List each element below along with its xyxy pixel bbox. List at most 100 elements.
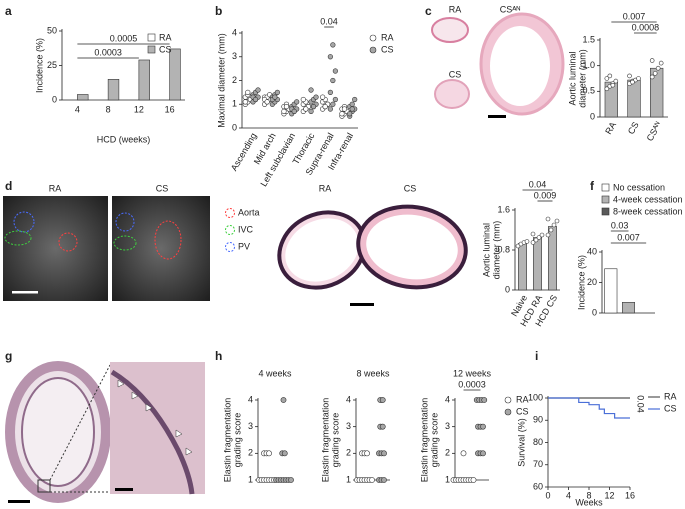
y-tick-label: 40 [587, 246, 597, 256]
ivc-outline [4, 230, 32, 246]
data-point [379, 423, 386, 430]
bar [169, 48, 181, 101]
y-tick-label: 1.6 [497, 204, 510, 214]
x-tick-label: 16 [625, 490, 635, 500]
legend-label: Aorta [238, 207, 260, 217]
p-value: 0.0008 [632, 22, 660, 32]
data-point [460, 450, 467, 457]
histology-c: RA CSᴬᴺ CS [431, 4, 565, 118]
scale-bar [115, 488, 133, 491]
y-tick-label: 1 [445, 474, 450, 484]
y-tick-label: 90 [533, 415, 543, 425]
data-point [330, 77, 336, 84]
zoom-line [49, 364, 111, 481]
y-tick-label: 4 [445, 394, 450, 404]
data-point [280, 397, 287, 403]
image-label: CSᴬᴺ [500, 4, 521, 14]
data-point [320, 94, 326, 100]
y-tick-label: 25 [47, 60, 57, 70]
legend-label: CS [516, 406, 529, 416]
p-value: 0.009 [534, 190, 557, 200]
scale-bar [350, 303, 374, 306]
data-point [245, 89, 251, 95]
y-axis-label: Aortic luminal [481, 223, 491, 277]
x-tick-label: CS [626, 120, 641, 136]
data-point [369, 477, 375, 483]
y-tick-label: 60 [533, 481, 543, 491]
plot-title: 8 weeks [356, 368, 390, 378]
bar [604, 268, 618, 314]
y-tick-label: 1 [248, 474, 253, 484]
ultrasound-cs [112, 196, 210, 301]
y-tick-label: 3 [445, 421, 450, 431]
panel-letter: i [535, 349, 538, 363]
image-label: RA [449, 4, 462, 14]
y-axis-label: Maximal diameter (mm) [216, 33, 226, 128]
data-point [533, 237, 539, 243]
data-point [536, 235, 542, 240]
bar [107, 79, 120, 101]
zoom-box [37, 479, 51, 493]
data-point [327, 106, 333, 112]
data-point [539, 232, 545, 238]
legend-marker [147, 45, 156, 54]
data-point [545, 232, 551, 238]
legend-marker [504, 408, 512, 416]
data-point [554, 218, 560, 224]
y-axis-label: diameter (mm) [577, 49, 587, 108]
data-point [548, 227, 554, 233]
data-point [330, 101, 336, 107]
y-tick-label: 1.0 [582, 60, 595, 70]
data-point [308, 87, 314, 93]
ultrasound-ra [3, 196, 108, 301]
legend-label: No cessation [613, 182, 665, 192]
y-tick-label: 3 [248, 421, 253, 431]
data-point [352, 96, 358, 103]
y-tick-label: 2 [248, 448, 253, 458]
data-point [341, 106, 348, 112]
p-value: 0.04 [320, 16, 338, 26]
legend-marker [147, 33, 156, 42]
x-tick-label: 4 [566, 490, 571, 500]
legend-label: IVC [238, 224, 254, 234]
data-point [281, 450, 288, 457]
data-point [281, 108, 287, 114]
data-point [607, 73, 613, 79]
data-point [470, 477, 477, 483]
data-point [332, 96, 338, 103]
panel-letter: g [5, 349, 12, 363]
legend-label: PV [238, 241, 250, 251]
data-point [604, 86, 610, 92]
data-point [480, 450, 486, 457]
bar [77, 94, 89, 101]
x-tick-label: 4 [75, 104, 80, 114]
x-tick-label: 8 [586, 490, 591, 500]
y-tick-label: 0 [592, 307, 597, 317]
data-point [283, 104, 290, 110]
legend-label: CS [159, 44, 172, 54]
lumen [21, 377, 95, 487]
y-axis-label: Aortic luminal [567, 51, 577, 105]
y-tick-label: 80 [533, 437, 543, 447]
data-point [551, 222, 557, 228]
x-tick-label: 16 [165, 104, 175, 114]
panel-letter: b [215, 4, 222, 18]
data-point [364, 450, 370, 457]
data-point [652, 71, 658, 76]
y-tick-label: 0 [232, 122, 237, 132]
lumen [366, 214, 458, 280]
data-point [288, 477, 294, 483]
aorta-outline [58, 232, 78, 252]
x-axis-label: HCD (weeks) [97, 134, 151, 144]
y-axis-label: Elastin fragmentation [222, 398, 232, 483]
y-tick-label: 4 [346, 394, 351, 404]
legend-label: RA [516, 394, 529, 404]
y-tick-label: 3 [232, 51, 237, 61]
y-axis-label: diameter (mm) [491, 221, 501, 280]
p-value: 0.04 [529, 179, 547, 189]
p-value: 0.0005 [110, 33, 138, 43]
data-point [339, 111, 345, 117]
data-point [294, 99, 300, 105]
panel-letter: f [590, 179, 595, 193]
